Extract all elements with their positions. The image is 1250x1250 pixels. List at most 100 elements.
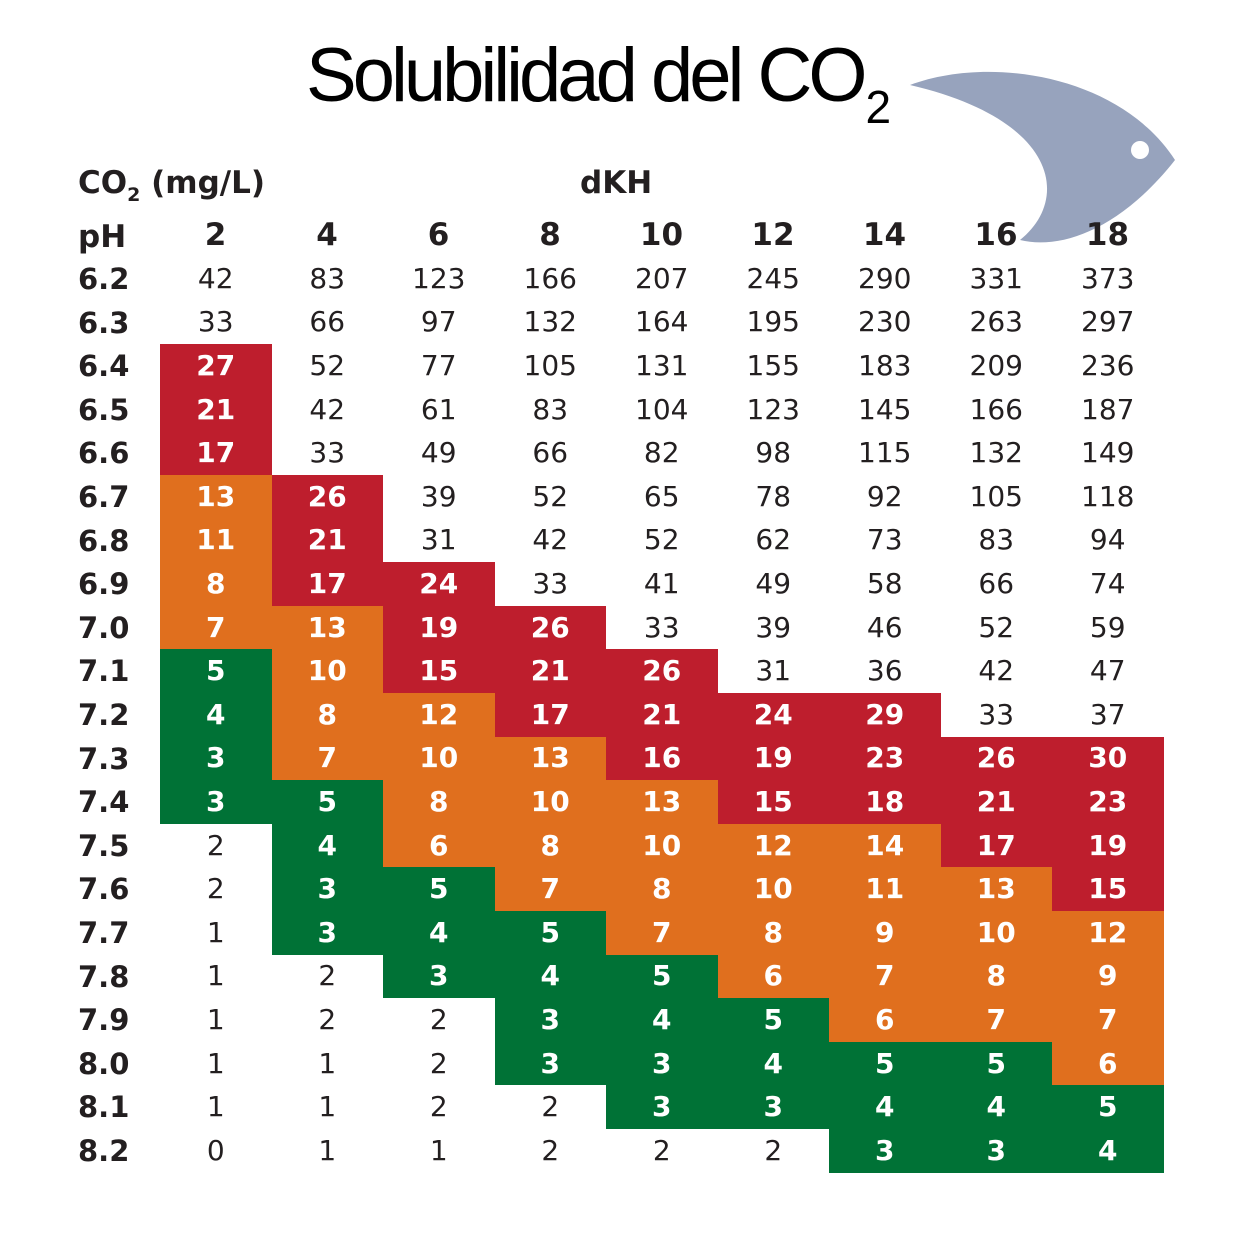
table-cell-none: 149 bbox=[1081, 436, 1135, 470]
table-cell-orange: 12 bbox=[383, 693, 495, 737]
table-cell-none: 2 bbox=[429, 1046, 448, 1080]
table-cell-none: 46 bbox=[866, 610, 903, 644]
row-header-ph: 7.0 bbox=[78, 610, 130, 645]
table-cell-red: 21 bbox=[160, 387, 272, 432]
table-cell-green: 3 bbox=[494, 1041, 606, 1086]
table-cell-orange: 10 bbox=[606, 823, 718, 868]
unit-label-co: CO bbox=[78, 165, 128, 201]
row-header-ph: 6.9 bbox=[78, 567, 130, 602]
unit-label-units: (mg/L) bbox=[140, 165, 266, 201]
row-header-ph: 6.3 bbox=[78, 305, 130, 340]
table-cell-none: 47 bbox=[1089, 654, 1126, 688]
table-cell-red: 17 bbox=[271, 562, 383, 606]
table-cell-none: 1 bbox=[206, 1046, 225, 1080]
table-cell-none: 52 bbox=[309, 348, 346, 382]
table-cell-none: 83 bbox=[532, 392, 569, 426]
row-header-ph: 7.9 bbox=[78, 1003, 130, 1038]
table-cell-red: 15 bbox=[383, 649, 495, 693]
column-header-dkh: 10 bbox=[639, 217, 684, 253]
table-cell-none: 131 bbox=[635, 348, 689, 382]
row-header-ph: 6.6 bbox=[78, 436, 130, 471]
table-cell-green: 5 bbox=[829, 1041, 941, 1086]
table-cell-none: 66 bbox=[309, 305, 346, 339]
table-cell-none: 82 bbox=[643, 436, 680, 470]
table-cell-orange: 13 bbox=[606, 780, 718, 824]
table-cell-green: 4 bbox=[717, 1041, 829, 1086]
table-cell-red: 16 bbox=[606, 736, 718, 781]
table-cell-none: 123 bbox=[412, 261, 466, 295]
table-cell-green: 4 bbox=[160, 693, 272, 737]
table-cell-green: 4 bbox=[829, 1085, 941, 1129]
table-cell-orange: 7 bbox=[1052, 998, 1164, 1042]
column-header-dkh: 4 bbox=[316, 217, 338, 253]
table-cell-red: 17 bbox=[494, 693, 606, 737]
table-cell-red: 19 bbox=[717, 736, 829, 781]
table-cell-none: 52 bbox=[978, 610, 1015, 644]
column-header-dkh: 14 bbox=[862, 217, 907, 253]
table-cell-none: 105 bbox=[969, 479, 1023, 513]
table-cell-orange: 10 bbox=[271, 649, 383, 693]
table-cell-none: 207 bbox=[635, 261, 689, 295]
table-cell-none: 1 bbox=[206, 959, 225, 993]
table-cell-orange: 10 bbox=[383, 736, 495, 781]
table-cell-none: 2 bbox=[541, 1090, 560, 1124]
table-cell-orange: 9 bbox=[1052, 954, 1164, 999]
table-cell-none: 209 bbox=[969, 348, 1023, 382]
table-cell-green: 3 bbox=[160, 780, 272, 824]
table-cell-none: 92 bbox=[866, 479, 903, 513]
table-cell-none: 31 bbox=[420, 523, 457, 557]
table-cell-orange: 6 bbox=[717, 954, 829, 999]
table-cell-orange: 8 bbox=[606, 867, 718, 911]
table-cell-green: 5 bbox=[160, 649, 272, 693]
table-cell-green: 3 bbox=[494, 998, 606, 1042]
table-cell-none: 104 bbox=[635, 392, 689, 426]
table-cell-green: 4 bbox=[606, 998, 718, 1042]
table-cell-none: 42 bbox=[978, 654, 1015, 688]
table-cell-none: 36 bbox=[866, 654, 903, 688]
table-cell-green: 5 bbox=[383, 867, 495, 911]
table-cell-none: 195 bbox=[746, 305, 800, 339]
table-cell-red: 27 bbox=[160, 344, 272, 388]
table-cell-none: 61 bbox=[420, 392, 457, 426]
table-cell-none: 164 bbox=[635, 305, 689, 339]
table-cell-red: 21 bbox=[606, 693, 718, 737]
row-header-ph: 8.2 bbox=[78, 1134, 130, 1168]
table-cell-orange: 13 bbox=[940, 867, 1052, 911]
table-cell-red: 21 bbox=[494, 649, 606, 693]
table-cell-green: 4 bbox=[271, 823, 383, 868]
row-header-ph: 8.1 bbox=[78, 1090, 130, 1125]
table-cell-green: 3 bbox=[160, 736, 272, 781]
table-cell-none: 42 bbox=[532, 523, 569, 557]
table-cell-none: 33 bbox=[643, 610, 680, 644]
table-cell-none: 65 bbox=[643, 479, 680, 513]
table-cell-red: 18 bbox=[829, 780, 941, 824]
row-header-ph: 8.0 bbox=[78, 1046, 130, 1081]
table-cell-none: 1 bbox=[318, 1090, 337, 1124]
table-cell-none: 1 bbox=[318, 1046, 337, 1080]
table-cell-none: 2 bbox=[541, 1133, 560, 1167]
table-cell-red: 26 bbox=[606, 649, 718, 693]
table-cell-none: 105 bbox=[523, 348, 577, 382]
table-cell-orange: 7 bbox=[829, 954, 941, 999]
table-cell-orange: 7 bbox=[271, 736, 383, 781]
table-cell-none: 2 bbox=[429, 1002, 448, 1036]
fish-eye bbox=[1131, 141, 1149, 159]
table-cell-red: 29 bbox=[829, 693, 941, 737]
table-cell-none: 245 bbox=[746, 261, 800, 295]
table-cell-none: 1 bbox=[318, 1133, 337, 1167]
chart-title: Solubilidad del CO2 bbox=[306, 38, 891, 131]
row-header-ph: 6.7 bbox=[78, 480, 130, 514]
table-cell-none: 33 bbox=[978, 697, 1015, 731]
table-cell-green: 5 bbox=[1052, 1085, 1164, 1129]
fish-body bbox=[910, 71, 1175, 243]
table-cell-orange: 13 bbox=[160, 475, 272, 519]
table-cell-red: 21 bbox=[271, 518, 383, 563]
table-cell-none: 94 bbox=[1089, 523, 1126, 557]
table-cell-none: 98 bbox=[755, 436, 792, 470]
table-cell-none: 41 bbox=[643, 566, 680, 600]
table-cell-red: 21 bbox=[940, 780, 1052, 824]
table-cell-orange: 10 bbox=[940, 911, 1052, 955]
table-cell-none: 97 bbox=[420, 305, 457, 339]
table-cell-none: 263 bbox=[969, 305, 1023, 339]
table-cell-none: 373 bbox=[1081, 261, 1135, 295]
